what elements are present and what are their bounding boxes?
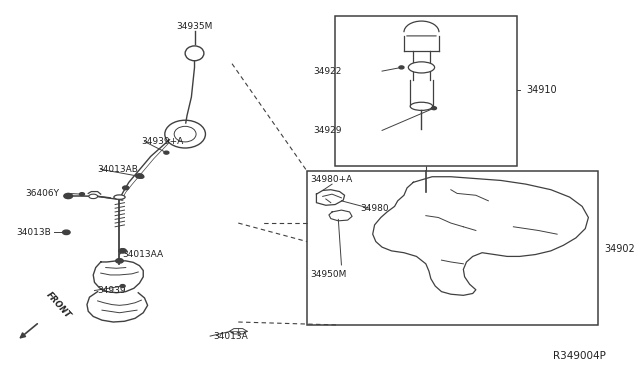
Circle shape: [116, 259, 124, 263]
Text: 34929: 34929: [313, 126, 341, 135]
Ellipse shape: [185, 46, 204, 61]
Circle shape: [164, 151, 169, 154]
Text: FRONT: FRONT: [44, 290, 73, 320]
Circle shape: [139, 175, 144, 178]
Text: R349004P: R349004P: [553, 351, 606, 361]
Circle shape: [63, 230, 70, 235]
Text: 34910: 34910: [526, 85, 557, 94]
Bar: [307, 171, 598, 325]
Text: 34902: 34902: [604, 244, 635, 254]
Text: 34013B: 34013B: [17, 228, 51, 237]
Ellipse shape: [174, 126, 196, 142]
Ellipse shape: [408, 62, 435, 73]
Text: 34013AA: 34013AA: [123, 250, 164, 259]
Ellipse shape: [89, 194, 98, 199]
Text: 34922: 34922: [313, 67, 341, 76]
Circle shape: [120, 285, 125, 288]
Ellipse shape: [114, 195, 125, 199]
Text: 34939+A: 34939+A: [141, 137, 184, 146]
Text: 34939: 34939: [98, 286, 126, 295]
Ellipse shape: [165, 120, 205, 148]
Circle shape: [431, 107, 436, 110]
Text: 34935M: 34935M: [177, 22, 212, 31]
Circle shape: [123, 186, 129, 190]
Text: 36406Y: 36406Y: [26, 189, 60, 198]
Text: 34980+A: 34980+A: [310, 175, 353, 184]
Text: 34013A: 34013A: [213, 331, 248, 341]
Text: 34980: 34980: [360, 204, 389, 213]
Circle shape: [136, 174, 143, 178]
Ellipse shape: [410, 102, 433, 110]
Circle shape: [399, 66, 404, 69]
Bar: [335, 16, 516, 166]
Circle shape: [119, 248, 126, 253]
Text: 34013AB: 34013AB: [98, 165, 138, 174]
Text: 34950M: 34950M: [310, 270, 346, 279]
Circle shape: [79, 193, 84, 196]
Circle shape: [64, 193, 72, 199]
